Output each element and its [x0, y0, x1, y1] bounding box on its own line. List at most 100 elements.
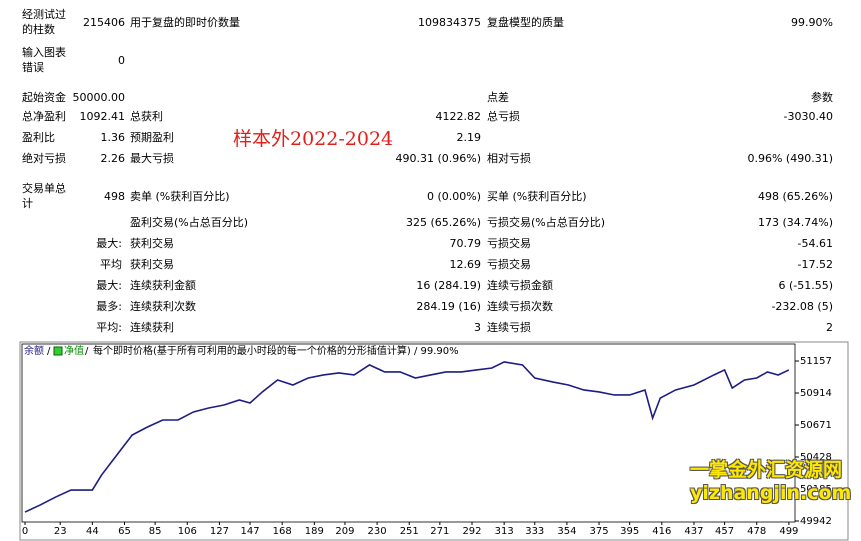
- x-tick-label: 354: [557, 526, 576, 537]
- report-value: 498 (65.26%): [757, 189, 833, 203]
- x-tick-label: 271: [430, 526, 449, 537]
- report-value: 109834375: [418, 15, 481, 29]
- report-value: 173 (34.74%): [757, 215, 833, 229]
- report-label: 输入图表错误: [22, 46, 66, 74]
- report-value: 12.69: [449, 257, 482, 271]
- x-tick-label: 292: [462, 526, 481, 537]
- watermark-title: 一掌金外汇资源网: [690, 459, 843, 481]
- report-value: 215406: [83, 15, 125, 29]
- report-label: 获利交易: [130, 257, 174, 271]
- report-label: 总净盈利: [22, 109, 66, 123]
- report-value: 70.79: [449, 236, 482, 250]
- report-value: 284.19 (16): [416, 299, 481, 313]
- x-tick-label: 499: [779, 526, 798, 537]
- x-tick-label: 437: [684, 526, 703, 537]
- annotation: 样本外2022-2024: [233, 128, 394, 150]
- report-value: 1092.41: [79, 109, 126, 123]
- x-tick-label: 478: [747, 526, 766, 537]
- legend-swatch: [53, 346, 63, 356]
- x-tick-label: 44: [86, 526, 99, 537]
- x-tick-label: 333: [525, 526, 544, 537]
- report-label: 连续亏损次数: [487, 299, 553, 313]
- x-tick-label: 168: [273, 526, 292, 537]
- report-label: 用于复盘的即时价数量: [130, 15, 240, 29]
- chart-subtitle: 每个即时价格(基于所有可利用的最小时段的每一个价格的分形插值计算) / 99.9…: [93, 344, 459, 357]
- report-label: 点差: [487, 90, 509, 104]
- x-tick-label: 0: [22, 526, 28, 537]
- report-value: -232.08 (5): [771, 299, 833, 313]
- report-label: 连续获利金额: [130, 278, 196, 292]
- report-value: 99.90%: [791, 15, 833, 29]
- report-label: 盈利比: [22, 130, 55, 144]
- legend-label: 净值: [64, 344, 84, 357]
- report-label: 交易单总计: [22, 182, 66, 210]
- separator: /: [47, 346, 51, 357]
- y-tick-label: 51157: [800, 356, 832, 367]
- y-tick-label: 50185: [800, 484, 832, 495]
- chart-frame: [19, 341, 849, 541]
- x-tick-label: 457: [715, 526, 734, 537]
- report-value: 2.19: [456, 130, 482, 144]
- y-tick-label: 50914: [800, 388, 832, 399]
- x-tick-label: 106: [178, 526, 197, 537]
- report-value: 2: [826, 320, 833, 334]
- report-label: 亏损交易: [487, 236, 531, 250]
- report-label: 亏损交易(%占总百分比): [487, 215, 606, 229]
- report-label: 最多:: [96, 299, 122, 313]
- report-label: 最大亏损: [130, 151, 174, 165]
- report-label: 相对亏损: [487, 151, 531, 165]
- report-label: 总亏损: [487, 109, 520, 123]
- report-value: 0.96% (490.31): [747, 151, 833, 165]
- report-value: -3030.40: [783, 109, 833, 123]
- report-label: 复盘模型的质量: [487, 15, 564, 29]
- report-label: 买单 (%获利百分比): [487, 189, 587, 203]
- y-tick-label: 49942: [800, 516, 832, 527]
- report-label: 亏损交易: [487, 257, 531, 271]
- x-tick-label: 230: [368, 526, 387, 537]
- report-label: 最大:: [96, 278, 122, 292]
- report-label: 起始资金: [22, 90, 66, 104]
- x-tick-label: 65: [118, 526, 131, 537]
- report-label: 连续亏损: [487, 320, 531, 334]
- report-value: 498: [104, 189, 125, 203]
- x-tick-label: 395: [620, 526, 639, 537]
- report-label: 绝对亏损: [22, 151, 66, 165]
- x-tick-label: 375: [590, 526, 609, 537]
- x-tick-label: 209: [335, 526, 354, 537]
- separator: /: [85, 346, 89, 357]
- y-tick-label: 50671: [800, 420, 832, 431]
- x-tick-label: 416: [652, 526, 671, 537]
- report-label: 总获利: [130, 109, 163, 123]
- report-label: 连续亏损金额: [487, 278, 553, 292]
- x-tick-label: 251: [400, 526, 419, 537]
- report-value: 3: [474, 320, 481, 334]
- x-tick-label: 127: [210, 526, 229, 537]
- report-value: 50000.00: [72, 90, 126, 104]
- report-value: 0: [118, 53, 125, 67]
- x-tick-label: 147: [240, 526, 259, 537]
- x-tick-label: 313: [495, 526, 514, 537]
- plot-area: [21, 343, 796, 523]
- report-value: 6 (-51.55): [778, 278, 833, 292]
- y-tick-label: 50428: [800, 452, 832, 463]
- report-label: 获利交易: [130, 236, 174, 250]
- report-label: 连续获利: [130, 320, 174, 334]
- report-value: -17.52: [797, 257, 833, 271]
- report-label: 最大:: [96, 236, 122, 250]
- report-value: 0 (0.00%): [426, 189, 481, 203]
- report-value: -54.61: [797, 236, 833, 250]
- legend-label: 余额: [24, 344, 44, 357]
- report-label: 平均:: [96, 320, 122, 334]
- report-label: 预期盈利: [130, 130, 174, 144]
- report-value: 16 (284.19): [416, 278, 481, 292]
- watermark-url: yizhangjin.com: [690, 482, 852, 504]
- report-label: 盈利交易(%占总百分比): [130, 215, 249, 229]
- series-line: [24, 361, 790, 513]
- report-label: 连续获利次数: [130, 299, 196, 313]
- x-tick-label: 189: [305, 526, 324, 537]
- report-value: 325 (65.26%): [405, 215, 481, 229]
- x-tick-label: 85: [149, 526, 162, 537]
- report-label: 卖单 (%获利百分比): [130, 189, 230, 203]
